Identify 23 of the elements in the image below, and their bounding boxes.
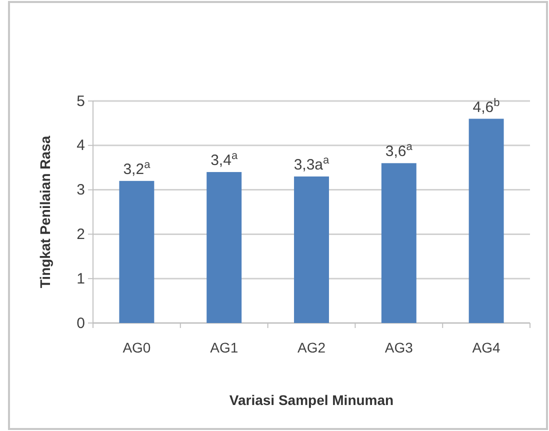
- bar: [294, 176, 329, 323]
- bar: [206, 172, 242, 323]
- data-label: 3,3a$^{a}$: [294, 154, 330, 174]
- y-tick-label: 4: [76, 137, 85, 154]
- y-axis-title: Tingkat Penilaian Rasa: [37, 136, 53, 288]
- x-tick-label: AG0: [122, 340, 151, 356]
- x-tick-label: AG4: [472, 340, 501, 356]
- x-tick-label: AG3: [384, 340, 414, 356]
- data-label: 3,6$^{a}$: [385, 141, 414, 160]
- y-tick-label: 3: [76, 182, 85, 199]
- x-tick-label: AG2: [297, 340, 326, 356]
- data-label: 3,2$^{a}$: [123, 158, 152, 178]
- y-tick-label: 0: [76, 314, 85, 332]
- bar: [381, 163, 416, 323]
- y-tick-label: 5: [76, 92, 85, 110]
- bar: [119, 180, 154, 323]
- data-label: 4,6$^{b}$: [472, 96, 500, 116]
- bar: [468, 118, 504, 323]
- data-label: 3,4$^{a}$: [210, 150, 238, 170]
- y-tick-label: 2: [76, 226, 85, 243]
- y-tick-label: 1: [76, 270, 85, 288]
- x-axis-title: Variasi Sampel Minuman: [229, 392, 394, 408]
- x-tick-label: AG1: [210, 340, 238, 356]
